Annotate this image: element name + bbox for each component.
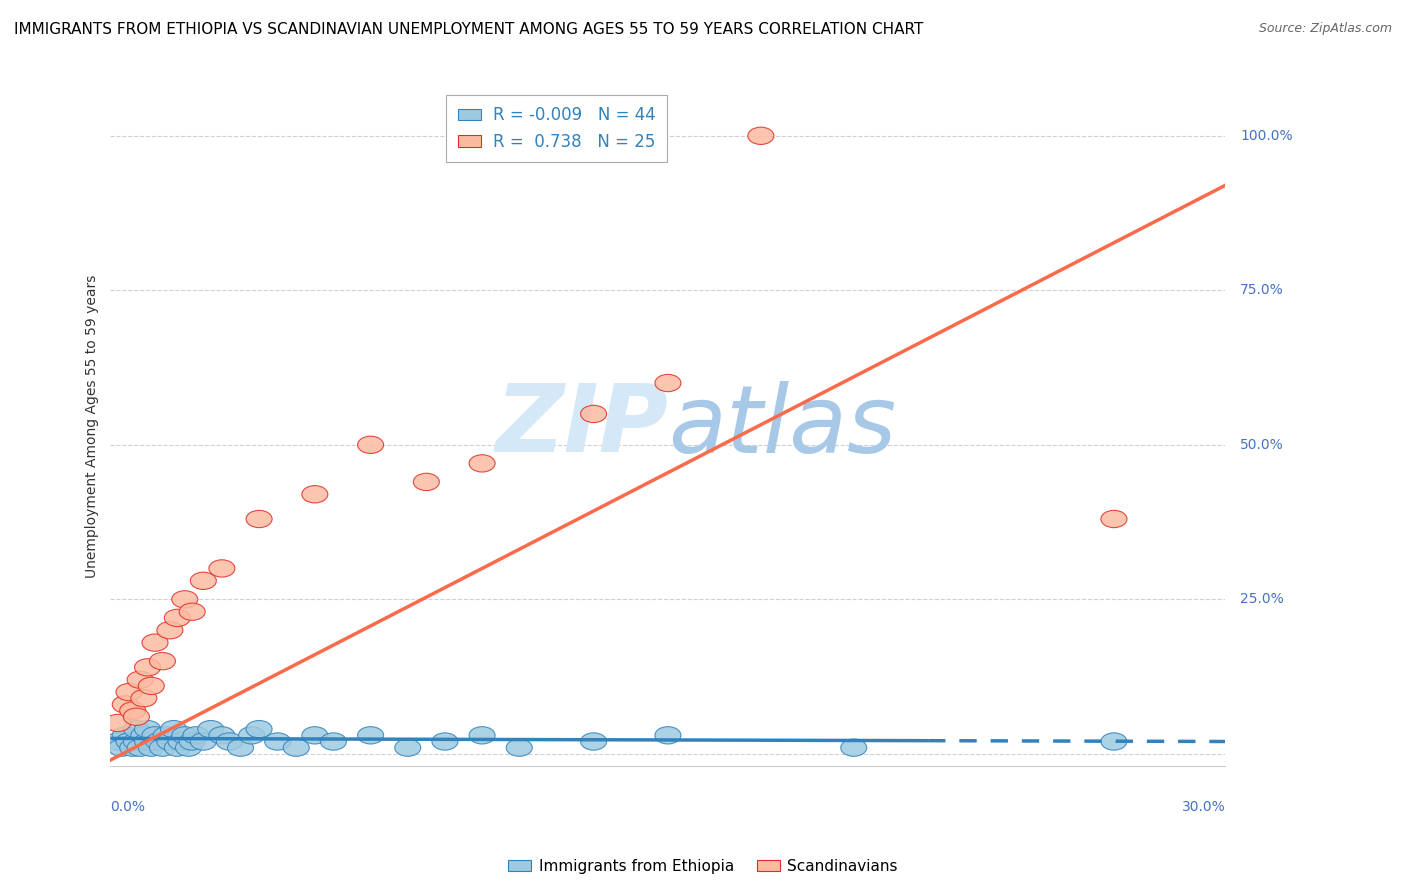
Ellipse shape (581, 405, 606, 423)
Ellipse shape (131, 727, 157, 744)
Ellipse shape (179, 603, 205, 620)
Ellipse shape (357, 436, 384, 453)
Ellipse shape (246, 721, 273, 738)
Ellipse shape (112, 696, 138, 713)
Ellipse shape (246, 510, 273, 528)
Ellipse shape (124, 721, 149, 738)
Ellipse shape (146, 733, 172, 750)
Y-axis label: Unemployment Among Ages 55 to 59 years: Unemployment Among Ages 55 to 59 years (86, 275, 100, 578)
Ellipse shape (165, 609, 190, 626)
Text: ZIP: ZIP (495, 380, 668, 472)
Ellipse shape (153, 727, 179, 744)
Ellipse shape (179, 733, 205, 750)
Text: 50.0%: 50.0% (1240, 438, 1284, 452)
Ellipse shape (470, 455, 495, 472)
Ellipse shape (120, 702, 146, 719)
Text: atlas: atlas (668, 381, 896, 472)
Ellipse shape (209, 727, 235, 744)
Ellipse shape (470, 727, 495, 744)
Ellipse shape (841, 739, 866, 756)
Ellipse shape (105, 714, 131, 731)
Ellipse shape (506, 739, 533, 756)
Ellipse shape (142, 634, 169, 651)
Text: 100.0%: 100.0% (1240, 128, 1294, 143)
Ellipse shape (357, 727, 384, 744)
Legend: Immigrants from Ethiopia, Scandinavians: Immigrants from Ethiopia, Scandinavians (502, 853, 904, 880)
Ellipse shape (169, 733, 194, 750)
Ellipse shape (149, 739, 176, 756)
Ellipse shape (655, 727, 681, 744)
Ellipse shape (135, 733, 160, 750)
Ellipse shape (413, 474, 439, 491)
Ellipse shape (190, 572, 217, 590)
Ellipse shape (135, 658, 160, 676)
Ellipse shape (160, 721, 187, 738)
Ellipse shape (157, 733, 183, 750)
Ellipse shape (127, 739, 153, 756)
Ellipse shape (183, 727, 209, 744)
Ellipse shape (172, 727, 198, 744)
Ellipse shape (120, 739, 146, 756)
Ellipse shape (176, 739, 201, 756)
Ellipse shape (1101, 510, 1128, 528)
Ellipse shape (239, 727, 264, 744)
Ellipse shape (209, 560, 235, 577)
Ellipse shape (135, 721, 160, 738)
Ellipse shape (157, 622, 183, 639)
Ellipse shape (149, 652, 176, 670)
Ellipse shape (302, 727, 328, 744)
Text: 25.0%: 25.0% (1240, 592, 1284, 607)
Ellipse shape (105, 733, 131, 750)
Ellipse shape (581, 733, 606, 750)
Ellipse shape (131, 690, 157, 706)
Ellipse shape (142, 727, 169, 744)
Ellipse shape (124, 708, 149, 725)
Ellipse shape (124, 733, 149, 750)
Text: 75.0%: 75.0% (1240, 284, 1284, 297)
Ellipse shape (165, 739, 190, 756)
Ellipse shape (112, 727, 138, 744)
Ellipse shape (395, 739, 420, 756)
Ellipse shape (228, 739, 253, 756)
Ellipse shape (198, 721, 224, 738)
Ellipse shape (115, 733, 142, 750)
Ellipse shape (217, 733, 242, 750)
Ellipse shape (127, 671, 153, 689)
Ellipse shape (190, 733, 217, 750)
Ellipse shape (115, 683, 142, 701)
Ellipse shape (655, 375, 681, 392)
Legend: R = -0.009   N = 44, R =  0.738   N = 25: R = -0.009 N = 44, R = 0.738 N = 25 (446, 95, 666, 162)
Ellipse shape (138, 739, 165, 756)
Ellipse shape (172, 591, 198, 608)
Ellipse shape (1101, 733, 1128, 750)
Ellipse shape (748, 128, 773, 145)
Ellipse shape (302, 485, 328, 503)
Ellipse shape (108, 739, 135, 756)
Text: 0.0%: 0.0% (111, 800, 145, 814)
Ellipse shape (321, 733, 346, 750)
Ellipse shape (138, 677, 165, 695)
Ellipse shape (581, 128, 606, 145)
Ellipse shape (283, 739, 309, 756)
Text: IMMIGRANTS FROM ETHIOPIA VS SCANDINAVIAN UNEMPLOYMENT AMONG AGES 55 TO 59 YEARS : IMMIGRANTS FROM ETHIOPIA VS SCANDINAVIAN… (14, 22, 924, 37)
Ellipse shape (264, 733, 291, 750)
Text: 30.0%: 30.0% (1181, 800, 1226, 814)
Text: Source: ZipAtlas.com: Source: ZipAtlas.com (1258, 22, 1392, 36)
Ellipse shape (432, 733, 458, 750)
